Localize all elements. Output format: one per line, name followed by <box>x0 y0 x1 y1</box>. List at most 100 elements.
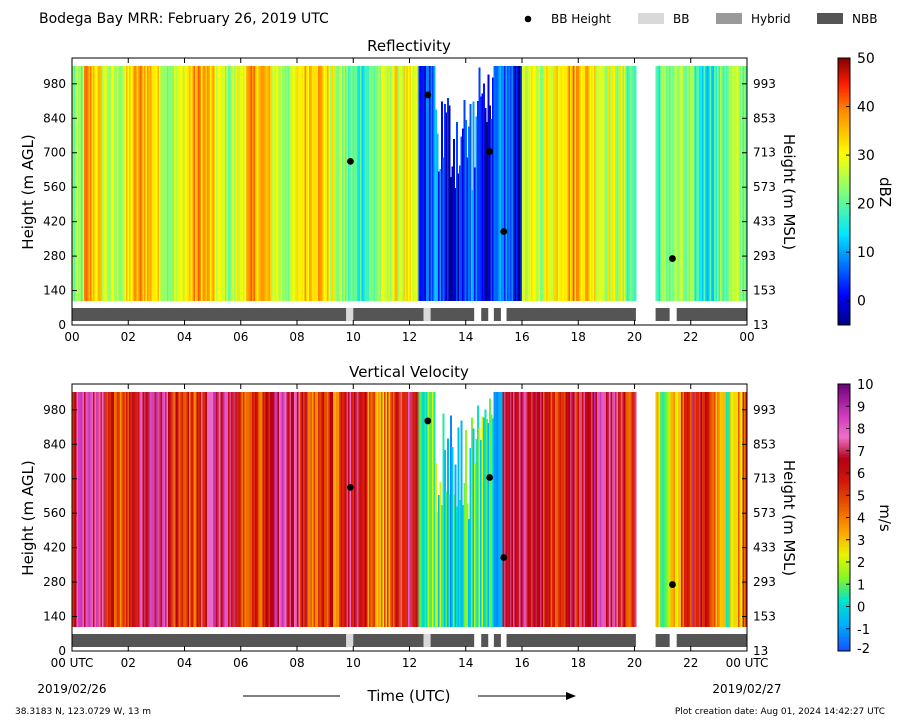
field-column <box>436 512 439 627</box>
field-column <box>457 427 460 627</box>
colorbar-step <box>838 519 850 523</box>
field-column <box>337 66 340 301</box>
field-column <box>213 66 216 301</box>
field-column <box>150 392 153 627</box>
field-column <box>75 392 78 627</box>
y-tick-label-right: 153 <box>753 284 776 298</box>
field-column <box>658 392 661 627</box>
legend-nbb-label: NBB <box>852 12 877 26</box>
field-column <box>703 392 706 627</box>
field-column <box>84 392 87 627</box>
field-column <box>121 392 124 627</box>
field-column <box>265 392 268 627</box>
colorbar-step <box>838 526 850 530</box>
field-column <box>342 392 345 627</box>
colorbar-step <box>838 628 850 632</box>
field-column <box>262 392 265 627</box>
field-column <box>220 66 223 301</box>
field-column <box>730 392 733 627</box>
colorbar-step <box>838 316 850 319</box>
field-column <box>667 66 670 301</box>
y-tick-label-left: 560 <box>43 506 66 520</box>
field-column <box>606 66 609 301</box>
field-column <box>453 139 456 301</box>
field-column <box>255 392 258 627</box>
field-column <box>591 392 594 627</box>
field-column <box>618 392 621 627</box>
field-column <box>615 392 618 627</box>
field-column <box>105 392 108 627</box>
field-column <box>513 66 516 301</box>
colorbar-step <box>838 648 850 652</box>
field-column <box>330 392 333 627</box>
field-column <box>522 392 525 627</box>
field-column <box>199 66 202 301</box>
field-column <box>700 392 703 627</box>
field-column <box>721 66 724 301</box>
field-column <box>672 392 675 627</box>
colorbar-step <box>838 642 850 645</box>
field-column <box>546 392 549 627</box>
colorbar-step <box>838 508 850 512</box>
field-column <box>627 392 630 627</box>
field-column <box>78 392 81 627</box>
colorbar-step <box>838 293 850 297</box>
field-column <box>553 66 556 301</box>
field-column <box>495 392 498 627</box>
field-column <box>372 392 375 627</box>
field-column <box>313 392 316 627</box>
field-column <box>502 392 505 627</box>
field-column <box>598 66 601 301</box>
field-column <box>634 392 637 627</box>
colorbar-step <box>838 240 850 244</box>
field-column <box>741 392 744 627</box>
field-column <box>349 66 352 301</box>
field-column <box>699 392 702 627</box>
colorbar-tick-label: 40 <box>857 100 875 116</box>
field-column <box>628 66 631 301</box>
field-column <box>196 66 199 301</box>
field-column <box>190 392 193 627</box>
field-column <box>159 392 162 627</box>
field-column <box>99 66 102 301</box>
velocity-colorbar: -2 -1 0 1 2 3 4 5 6 7 8 9 10 <box>837 378 874 657</box>
field-column <box>465 429 468 627</box>
colorbar-step <box>838 118 850 121</box>
bright-band-segment-nbb <box>481 308 489 321</box>
field-column <box>138 66 141 301</box>
colorbar-step <box>838 86 850 90</box>
colorbar-step <box>838 144 850 148</box>
colorbar-step <box>838 307 850 310</box>
field-column <box>390 392 393 627</box>
field-column <box>177 66 180 301</box>
field-column <box>313 66 316 301</box>
colorbar-step <box>838 553 850 556</box>
field-column <box>343 66 346 301</box>
field-column <box>81 392 84 627</box>
field-column <box>160 66 163 301</box>
colorbar-step <box>838 459 850 463</box>
field-column <box>703 66 706 301</box>
field-column <box>426 392 429 627</box>
field-column <box>202 66 205 301</box>
colorbar-step <box>838 198 850 201</box>
field-column <box>189 66 192 301</box>
colorbar-step <box>838 191 850 195</box>
field-column <box>591 66 594 301</box>
colorbar-step <box>838 533 850 536</box>
field-column <box>127 392 130 627</box>
colorbar-step <box>838 495 850 498</box>
field-column <box>489 105 492 301</box>
field-column <box>520 392 523 627</box>
colorbar-step <box>838 66 850 70</box>
field-column <box>438 495 441 627</box>
field-column <box>280 66 283 301</box>
colorbar-step <box>838 541 850 545</box>
field-column <box>603 66 606 301</box>
colorbar-step <box>838 630 850 634</box>
field-column <box>268 66 271 301</box>
colorbar-step <box>838 207 850 210</box>
field-column <box>405 66 408 301</box>
field-column <box>619 66 622 301</box>
field-column <box>270 392 273 627</box>
